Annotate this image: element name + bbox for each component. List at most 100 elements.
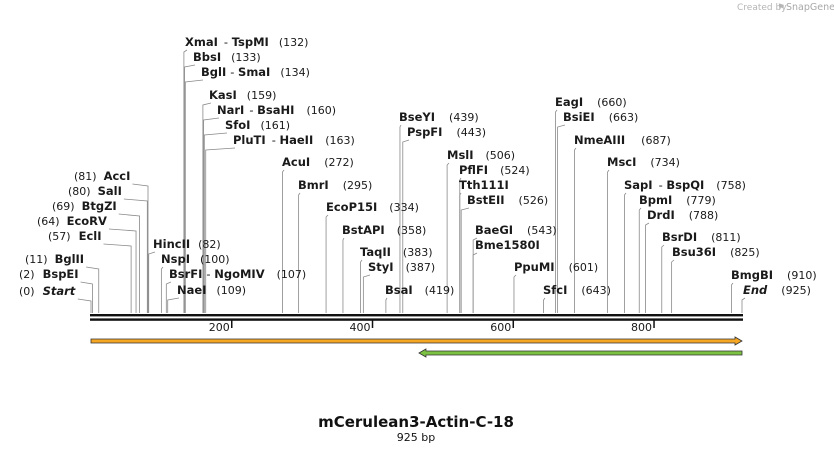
- site-label[interactable]: PflFI (524): [459, 163, 530, 177]
- site-label[interactable]: HincII (82): [153, 237, 221, 251]
- site-label[interactable]: Tth111I: [459, 178, 509, 192]
- site-label[interactable]: (2) BspEI: [19, 267, 79, 281]
- site-label[interactable]: SapI - BspQI (758): [624, 178, 746, 192]
- site-label[interactable]: (57) EclI: [48, 229, 102, 243]
- site-label[interactable]: SfcI (643): [543, 283, 611, 297]
- snapgene-brand: SnapGene: [786, 2, 834, 13]
- green-feature[interactable]: [418, 348, 743, 358]
- site-leader-line: [472, 252, 478, 313]
- site-leader-line: [148, 251, 156, 313]
- snapgene-logo-icon: ⚑: [777, 3, 785, 13]
- backbone-bottom-strand: [90, 318, 743, 321]
- site-label[interactable]: DrdI (788): [647, 208, 718, 222]
- site-leader-line: [645, 222, 650, 313]
- map-length: 925 bp: [397, 431, 435, 444]
- site-label[interactable]: EagI (660): [555, 95, 627, 109]
- site-leader-line: [282, 169, 285, 313]
- site-leader-line: [362, 274, 371, 313]
- site-label[interactable]: NarI - BsaHI (160): [217, 103, 336, 117]
- site-label[interactable]: AcuI (272): [282, 155, 354, 169]
- site-label[interactable]: BsiEI (663): [563, 110, 638, 124]
- site-label[interactable]: BsrDI (811): [662, 230, 741, 244]
- site-leader-line: [184, 79, 204, 313]
- orange-feature[interactable]: [90, 336, 743, 346]
- site-labels: (0) Start (2) BspEI (11) BglII (57) EclI (64…: [19, 35, 817, 298]
- site-leader-line: [165, 281, 172, 313]
- site-label[interactable]: TaqII (383): [360, 245, 433, 259]
- site-leader-line: [118, 213, 140, 313]
- site-label[interactable]: BaeGI (543): [475, 223, 557, 237]
- site-leader-line: [402, 139, 410, 313]
- site-leader-line: [132, 183, 149, 313]
- site-label[interactable]: MslI (506): [447, 148, 515, 162]
- site-leader-line: [77, 298, 92, 313]
- site-label[interactable]: KasI (159): [209, 88, 276, 102]
- site-label[interactable]: (80) SalI: [68, 184, 122, 198]
- site-label[interactable]: BglI - SmaI (134): [201, 65, 310, 79]
- ruler-tick-label: 400: [350, 321, 371, 334]
- ruler-tick-label: 800: [631, 321, 652, 334]
- site-leader-line: [80, 281, 93, 313]
- site-leader-line: [638, 207, 642, 313]
- site-leader-line: [513, 274, 517, 313]
- site-leader-line: [203, 117, 220, 313]
- site-label[interactable]: EcoP15I (334): [326, 200, 419, 214]
- site-leader-line: [123, 198, 148, 313]
- site-label[interactable]: (69) BtgZI: [52, 199, 117, 213]
- site-leader-line: [184, 64, 196, 313]
- site-label[interactable]: (64) EcoRV: [37, 214, 107, 228]
- site-leader-line: [203, 132, 228, 313]
- site-label[interactable]: End (925): [743, 283, 811, 297]
- site-leader-line: [298, 192, 301, 313]
- site-label[interactable]: BmrI (295): [298, 178, 372, 192]
- site-leader-line: [385, 297, 388, 313]
- site-label[interactable]: BseYI (439): [399, 110, 479, 124]
- ruler-ticks: 200 400 600 800: [209, 320, 655, 334]
- site-label[interactable]: (81) AccI: [74, 169, 130, 183]
- site-leader-line: [360, 259, 363, 313]
- site-label[interactable]: BstEII (526): [467, 193, 548, 207]
- site-leader-line: [460, 207, 470, 313]
- site-leader-line: [671, 259, 675, 313]
- site-label[interactable]: (0) Start: [19, 284, 76, 298]
- created-by-label: Created by: [737, 3, 787, 13]
- site-leader-line: [741, 297, 746, 313]
- site-label[interactable]: StyI (387): [368, 260, 435, 274]
- feature-track: [90, 336, 743, 358]
- site-label[interactable]: PluTI - HaeII (163): [233, 133, 355, 147]
- site-leader-line: [399, 124, 402, 313]
- site-label[interactable]: SfoI (161): [225, 118, 290, 132]
- site-leader-line: [459, 192, 462, 313]
- site-label[interactable]: BmgBI (910): [731, 268, 817, 282]
- site-label[interactable]: Bme1580I: [475, 238, 540, 252]
- site-label[interactable]: BsaI (419): [385, 283, 454, 297]
- site-leader-line: [557, 124, 566, 313]
- site-label[interactable]: NmeAIII (687): [574, 133, 671, 147]
- site-leader-line: [167, 297, 180, 313]
- ruler-tick-label: 200: [209, 321, 230, 334]
- site-leader-line: [103, 243, 132, 313]
- site-label[interactable]: BsrFI - NgoMIV (107): [169, 267, 306, 281]
- site-leader-line: [607, 169, 610, 313]
- site-leader-line: [342, 237, 345, 313]
- site-label[interactable]: BpmI (779): [639, 193, 716, 207]
- site-label[interactable]: PpuMI (601): [514, 260, 598, 274]
- site-leader-line: [205, 147, 236, 313]
- site-leader-line: [574, 147, 577, 313]
- site-label[interactable]: NspI (100): [161, 252, 230, 266]
- site-leader-line: [446, 162, 450, 313]
- site-label[interactable]: PspFI (443): [407, 125, 486, 139]
- site-label[interactable]: BstAPI (358): [342, 223, 426, 237]
- backbone-top-strand: [90, 314, 743, 317]
- map-title: mCerulean3-Actin-C-18: [318, 413, 514, 431]
- site-leader-line: [555, 109, 558, 313]
- ruler-tick-label: 600: [490, 321, 511, 334]
- site-label[interactable]: XmaI - TspMI (132): [185, 35, 308, 49]
- site-label[interactable]: NaeI (109): [177, 283, 246, 297]
- site-label[interactable]: (11) BglII: [25, 252, 84, 266]
- site-label[interactable]: Bsu36I (825): [672, 245, 760, 259]
- site-label[interactable]: MscI (734): [607, 155, 680, 169]
- site-leader-line: [543, 297, 546, 313]
- site-label[interactable]: BbsI (133): [193, 50, 261, 64]
- site-leader-line: [86, 266, 100, 313]
